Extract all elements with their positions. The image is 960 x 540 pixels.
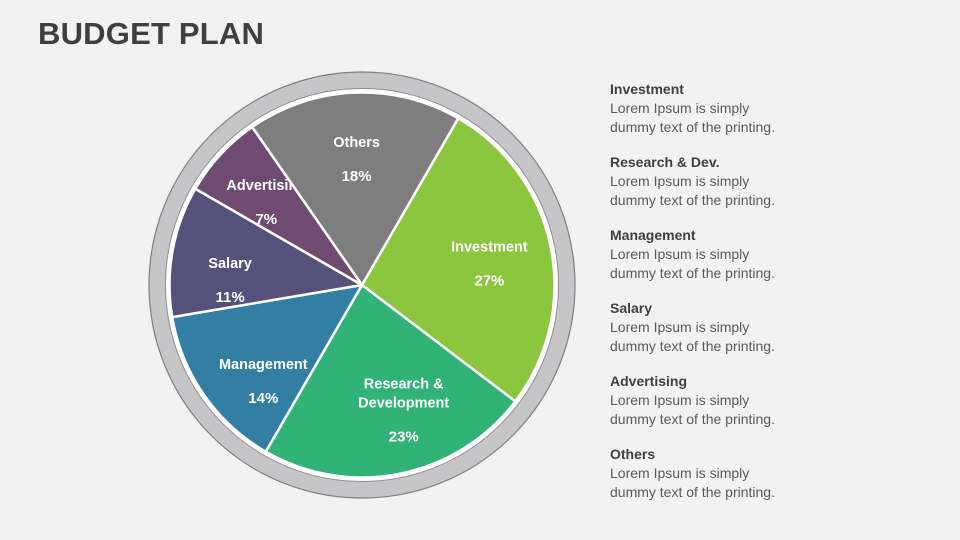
legend-item-body: Lorem Ipsum is simply dummy text of the … [610, 318, 860, 356]
legend-item-heading: Advertising [610, 373, 688, 389]
legend-body-line: dummy text of the printing. [610, 119, 775, 135]
legend-item-investment: Investment Lorem Ipsum is simply dummy t… [610, 80, 860, 137]
legend-body-line: Lorem Ipsum is simply [610, 392, 750, 408]
pie-slice-label-management: Management 14% [219, 357, 308, 407]
legend-body-line: Lorem Ipsum is simply [610, 246, 750, 262]
pie-slice-label-salary: Salary 11% [208, 256, 252, 306]
pie-slice-others [250, 91, 460, 287]
pie-chart: Investment 27% Research & Development 23% Man… [142, 65, 582, 505]
legend-body-line: Lorem Ipsum is simply [610, 319, 750, 335]
legend-body-line: dummy text of the printing. [610, 265, 775, 281]
legend-item-body: Lorem Ipsum is simply dummy text of the … [610, 245, 860, 283]
legend-item-heading: Others [610, 446, 656, 462]
legend-body-line: dummy text of the printing. [610, 411, 775, 427]
legend-body-line: dummy text of the printing. [610, 192, 775, 208]
legend-body-line: dummy text of the printing. [610, 338, 775, 354]
legend-item-heading: Investment [610, 81, 684, 97]
legend-body-line: Lorem Ipsum is simply [610, 465, 750, 481]
legend-item-body: Lorem Ipsum is simply dummy text of the … [610, 99, 860, 137]
legend-item-body: Lorem Ipsum is simply dummy text of the … [610, 464, 860, 502]
legend-item-research-dev: Research & Dev. Lorem Ipsum is simply du… [610, 153, 860, 210]
pie-slice-salary [168, 187, 364, 319]
pie-slice-label-advertising: Advertising 7% [226, 178, 306, 228]
legend-item-heading: Management [610, 227, 696, 243]
legend-item-heading: Research & Dev. [610, 154, 720, 170]
legend-item-body: Lorem Ipsum is simply dummy text of the … [610, 172, 860, 210]
page-title: BUDGET PLAN [38, 16, 265, 51]
legend-item-salary: Salary Lorem Ipsum is simply dummy text … [610, 299, 860, 356]
pie-slice-investment [360, 117, 556, 403]
legend-list: Investment Lorem Ipsum is simply dummy t… [610, 80, 860, 502]
pie-slice-label-others: Others 18% [333, 135, 380, 185]
pie-slice-label-research-development: Research & Development 23% [358, 376, 449, 445]
legend-body-line: Lorem Ipsum is simply [610, 173, 750, 189]
legend-item-advertising: Advertising Lorem Ipsum is simply dummy … [610, 372, 860, 429]
legend-item-body: Lorem Ipsum is simply dummy text of the … [610, 391, 860, 429]
legend-body-line: Lorem Ipsum is simply [610, 100, 750, 116]
pie-slice-management [170, 283, 364, 453]
legend-item-others: Others Lorem Ipsum is simply dummy text … [610, 445, 860, 502]
legend-body-line: dummy text of the printing. [610, 484, 775, 500]
pie-slice-research-development [264, 283, 517, 479]
legend-item-heading: Salary [610, 300, 653, 316]
pie-chart-svg: Investment 27% Research & Development 23% Man… [148, 71, 576, 499]
legend-item-management: Management Lorem Ipsum is simply dummy t… [610, 226, 860, 283]
pie-slice-label-investment: Investment 27% [451, 239, 528, 289]
